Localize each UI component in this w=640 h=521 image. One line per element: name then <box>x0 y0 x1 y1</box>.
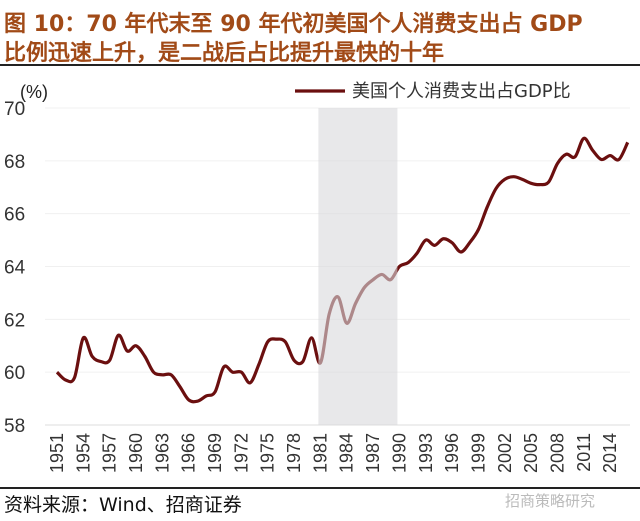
x-tick-label: 1966 <box>179 433 199 473</box>
y-tick-label: 68 <box>4 152 25 173</box>
x-tick-label: 1978 <box>284 433 304 473</box>
y-tick-label: 58 <box>4 416 25 437</box>
y-tick-label: 60 <box>4 363 25 384</box>
x-tick-label: 1954 <box>73 433 93 473</box>
shaded-period <box>318 108 398 425</box>
x-tick-label: 1963 <box>152 433 172 473</box>
x-tick-label: 1972 <box>231 433 251 473</box>
x-tick-label: 1960 <box>126 433 146 473</box>
title-divider <box>0 64 640 66</box>
x-tick-label: 2011 <box>574 433 594 472</box>
x-tick-label: 1951 <box>47 433 67 473</box>
x-tick-label: 1990 <box>389 433 409 473</box>
x-tick-label: 2008 <box>547 433 567 473</box>
figure-title-line2: 比例迅速上升，是二战后占比提升最快的十年 <box>4 41 445 66</box>
footer-divider <box>0 487 640 489</box>
x-tick-label: 1999 <box>468 433 488 473</box>
legend-label: 美国个人消费支出占GDP比 <box>352 81 571 102</box>
x-tick-label: 2002 <box>495 433 515 473</box>
watermark: 招商策略研究 <box>505 492 596 510</box>
x-tick-label: 1984 <box>337 433 357 473</box>
source-note: 资料来源：Wind、招商证券 <box>4 494 242 516</box>
x-tick-label: 2005 <box>521 433 541 473</box>
y-tick-label: 64 <box>4 258 26 279</box>
x-tick-label: 2014 <box>600 433 620 473</box>
x-tick-label: 1957 <box>100 433 120 473</box>
x-tick-label: 1969 <box>205 433 225 473</box>
x-tick-label: 1981 <box>310 433 330 473</box>
y-tick-label: 66 <box>4 205 25 226</box>
figure-title-line1: 图 10：70 年代末至 90 年代初美国个人消费支出占 GDP <box>4 12 583 37</box>
x-tick-label: 1987 <box>363 433 383 473</box>
x-tick-label: 1975 <box>258 433 278 473</box>
x-tick-label: 1996 <box>442 433 462 473</box>
y-axis-unit: (%) <box>20 82 48 102</box>
x-tick-label: 1993 <box>416 433 436 473</box>
y-tick-label: 70 <box>4 99 25 120</box>
y-tick-label: 62 <box>4 310 25 331</box>
